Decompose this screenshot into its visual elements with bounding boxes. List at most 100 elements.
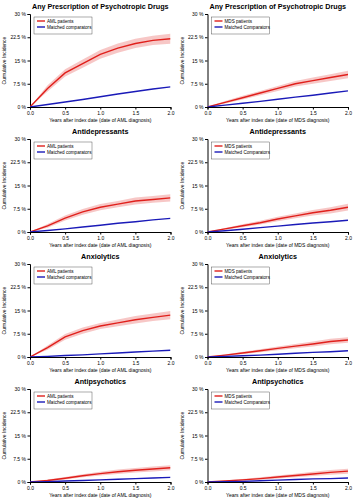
y-axis: 0 %7.5 %15 %22.5 %30 % xyxy=(188,136,208,235)
confidence-band xyxy=(30,311,171,357)
x-axis: 0.00.51.01.52.0 xyxy=(205,232,353,241)
x-tick-label: 1.5 xyxy=(310,485,317,491)
x-tick-label: 2.0 xyxy=(345,235,352,241)
y-tick-mark xyxy=(205,84,208,85)
legend: MDS patientsMatched Comparators xyxy=(212,17,271,34)
y-tick-mark xyxy=(205,209,208,210)
y-tick-label: 30 % xyxy=(15,386,27,392)
y-axis: 0 %7.5 %15 %22.5 %30 % xyxy=(10,261,30,360)
legend-swatch xyxy=(37,401,45,402)
series-line xyxy=(208,471,349,482)
y-axis-line xyxy=(205,390,208,483)
y-tick-label: 7.5 % xyxy=(13,331,26,337)
y-tick: 22.5 % xyxy=(188,159,208,165)
legend-label: Matched Comparators xyxy=(225,25,271,30)
y-tick-mark xyxy=(28,162,31,163)
x-tick-label: 1.0 xyxy=(97,485,104,491)
y-axis-line xyxy=(205,15,208,108)
series-line xyxy=(208,351,349,357)
series-line xyxy=(208,91,349,107)
y-tick: 0 % xyxy=(195,229,208,235)
y-tick-mark xyxy=(28,436,31,437)
y-axis: 0 %7.5 %15 %22.5 %30 % xyxy=(188,386,208,485)
x-tick: 0.5 xyxy=(62,357,69,366)
y-tick-mark xyxy=(205,357,208,358)
x-axis-title: Years after index date (date of MDS diag… xyxy=(226,492,330,498)
title: Antidepressants xyxy=(250,127,306,136)
y-tick-label: 30 % xyxy=(15,261,27,267)
y-axis-line xyxy=(28,265,31,358)
x-tick-label: 0.0 xyxy=(205,360,212,366)
legend-label: MDS patients xyxy=(225,269,253,274)
y-tick-label: 30 % xyxy=(192,136,204,142)
y-tick: 30 % xyxy=(192,11,207,17)
x-tick-label: 0.5 xyxy=(240,235,247,241)
y-tick-label: 7.5 % xyxy=(13,81,26,87)
x-tick: 0.5 xyxy=(62,107,69,116)
series-line xyxy=(30,315,171,357)
y-tick: 15 % xyxy=(192,433,207,439)
series-line xyxy=(30,350,171,357)
legend-box xyxy=(34,142,92,159)
legend-label: Matched comparators xyxy=(47,150,92,155)
y-tick: 15 % xyxy=(192,183,207,189)
x-tick-label: 1.0 xyxy=(275,235,282,241)
y-axis: 0 %7.5 %15 %22.5 %30 % xyxy=(10,386,30,485)
y-tick: 22.5 % xyxy=(188,409,208,415)
y-tick: 30 % xyxy=(192,136,207,142)
x-tick-label: 1.5 xyxy=(132,360,139,366)
legend: MDS patientsMatched Comparators xyxy=(212,267,271,284)
panel: Anxiolytics0.00.51.01.52.00 %7.5 %15 %22… xyxy=(1,252,175,373)
y-tick: 0 % xyxy=(195,104,208,110)
y-tick-mark xyxy=(28,37,31,38)
y-tick: 30 % xyxy=(15,261,30,267)
x-tick: 1.0 xyxy=(275,482,282,491)
y-tick: 7.5 % xyxy=(191,81,208,87)
panel: Antidepressants0.00.51.01.52.00 %7.5 %15… xyxy=(1,127,175,248)
x-axis: 0.00.51.01.52.0 xyxy=(205,482,353,491)
legend-swatch xyxy=(215,145,223,146)
x-tick: 1.0 xyxy=(275,107,282,116)
y-tick: 22.5 % xyxy=(10,284,30,290)
legend-box xyxy=(34,17,92,34)
y-tick-mark xyxy=(205,436,208,437)
x-tick: 0.0 xyxy=(27,107,34,116)
confidence-band xyxy=(30,465,171,482)
x-tick: 0.0 xyxy=(205,107,212,116)
y-tick-label: 0 % xyxy=(195,229,204,235)
y-axis: 0 %7.5 %15 %22.5 %30 % xyxy=(10,136,30,235)
y-tick: 22.5 % xyxy=(188,284,208,290)
x-tick: 1.5 xyxy=(132,107,139,116)
legend-box xyxy=(34,267,92,284)
y-tick-mark xyxy=(28,287,31,288)
legend-swatch xyxy=(37,395,45,396)
y-tick: 7.5 % xyxy=(13,81,30,87)
y-tick-label: 7.5 % xyxy=(191,331,204,337)
confidence-band xyxy=(208,337,349,357)
title: Anxiolytics xyxy=(81,252,119,261)
x-tick: 1.5 xyxy=(310,482,317,491)
x-tick: 2.0 xyxy=(168,107,175,116)
series-line xyxy=(30,468,171,482)
x-tick: 1.5 xyxy=(132,357,139,366)
series-line xyxy=(208,340,349,357)
y-tick-label: 30 % xyxy=(192,11,204,17)
x-tick-label: 1.5 xyxy=(310,110,317,116)
y-tick: 22.5 % xyxy=(10,159,30,165)
y-axis-line xyxy=(205,265,208,358)
x-tick-label: 2.0 xyxy=(168,110,175,116)
legend-label: Matched Comparators xyxy=(225,275,271,280)
y-tick-mark xyxy=(205,162,208,163)
plot-area xyxy=(30,194,171,232)
x-tick-label: 0.0 xyxy=(27,110,34,116)
x-tick-label: 1.5 xyxy=(132,110,139,116)
y-tick-mark xyxy=(205,412,208,413)
x-tick-label: 1.0 xyxy=(275,360,282,366)
panel: Any Prescription of Psychotropic Drugs0.… xyxy=(1,2,175,123)
y-tick-mark xyxy=(205,139,208,140)
y-tick-label: 22.5 % xyxy=(188,409,204,415)
y-tick-mark xyxy=(205,232,208,233)
y-tick-label: 15 % xyxy=(15,308,27,314)
x-tick-label: 0.0 xyxy=(27,235,34,241)
y-tick: 7.5 % xyxy=(13,206,30,212)
